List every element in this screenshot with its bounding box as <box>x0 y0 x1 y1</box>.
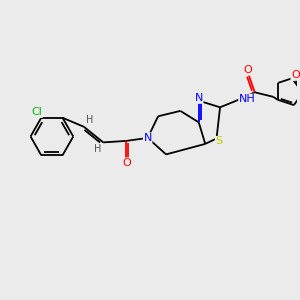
Text: O: O <box>122 158 131 168</box>
Text: O: O <box>291 70 300 80</box>
Text: H: H <box>85 115 93 125</box>
Text: S: S <box>215 136 222 146</box>
Text: N: N <box>143 133 152 143</box>
Text: NH: NH <box>239 94 256 104</box>
Text: N: N <box>194 93 203 103</box>
Text: H: H <box>94 144 102 154</box>
Text: O: O <box>244 65 253 75</box>
Text: Cl: Cl <box>31 107 42 117</box>
